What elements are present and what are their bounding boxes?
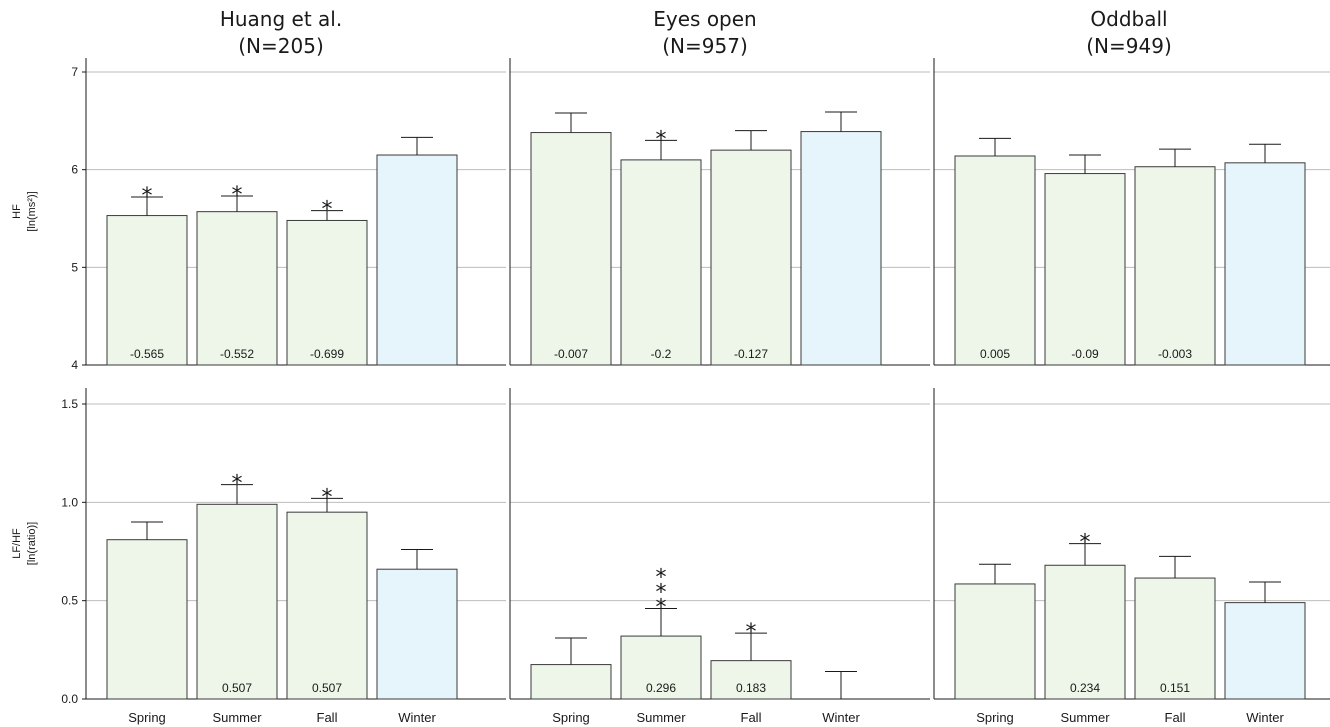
significance-star: * xyxy=(746,620,757,645)
bar-value-label: -0.2 xyxy=(651,347,672,361)
x-category-label: Winter xyxy=(398,710,436,725)
bar-value-label: -0.007 xyxy=(554,347,588,361)
bar-value-label: 0.507 xyxy=(312,681,342,695)
significance-star: * xyxy=(656,596,667,621)
y-tick-label: 7 xyxy=(71,65,78,79)
significance-star: * xyxy=(232,183,243,208)
bar-value-label: 0.507 xyxy=(222,681,252,695)
y-axis-label: HF xyxy=(11,204,23,219)
y-axis-label: LF/HF xyxy=(11,528,23,559)
x-category-label: Summer xyxy=(212,710,262,725)
x-category-label: Fall xyxy=(1165,710,1186,725)
x-category-label: Fall xyxy=(317,710,338,725)
bar-spring xyxy=(106,215,188,366)
x-category-label: Fall xyxy=(741,710,762,725)
bar-summer xyxy=(1044,173,1126,366)
bar-fall xyxy=(710,660,792,700)
chart-panel-2: Eyes open (N=957) -0.007 -0.2 * -0.127 xyxy=(509,7,930,366)
bar-fall xyxy=(1134,166,1216,366)
panel-subtitle: (N=957) xyxy=(662,34,748,58)
significance-star: * xyxy=(322,485,333,510)
bar-value-label: -0.565 xyxy=(130,347,164,361)
bar-fall xyxy=(286,219,368,366)
x-category-label: Summer xyxy=(636,710,686,725)
significance-star: * xyxy=(656,566,667,591)
bar-spring xyxy=(530,132,612,366)
x-category-label: Summer xyxy=(1060,710,1110,725)
bar-value-label: -0.09 xyxy=(1071,347,1099,361)
significance-star: * xyxy=(142,184,153,209)
bar-spring xyxy=(106,539,188,700)
bar-value-label: -0.127 xyxy=(734,347,768,361)
bar-summer xyxy=(196,503,278,700)
significance-star: * xyxy=(656,581,667,606)
bar-value-label: 0.005 xyxy=(980,347,1010,361)
bar-summer xyxy=(620,159,702,366)
bar-summer xyxy=(620,635,702,700)
y-tick-label: 4 xyxy=(71,358,78,372)
x-category-label: Spring xyxy=(128,710,166,725)
bar-winter xyxy=(376,568,458,700)
y-tick-label: 1.5 xyxy=(61,397,78,411)
bar-spring xyxy=(954,583,1036,700)
panel-title: Huang et al. xyxy=(220,7,342,31)
bar-winter xyxy=(800,131,882,366)
panel-title: Eyes open xyxy=(653,7,756,31)
y-tick-label: 6 xyxy=(71,163,78,177)
bar-spring xyxy=(954,155,1036,366)
chart-panel-6: Spring 0.234 * Summer 0.151 Fall Winter xyxy=(933,388,1330,725)
bar-summer xyxy=(1044,564,1126,700)
y-tick-label: 5 xyxy=(71,260,78,274)
chart-panel-1: 4 5 6 7 HF [ln(ms²)] Huang et al. (N=205) -0.565… xyxy=(11,7,506,372)
panel-subtitle: (N=949) xyxy=(1086,34,1172,58)
bar-spring xyxy=(530,664,612,700)
bar-value-label: -0.699 xyxy=(310,347,344,361)
bar-winter xyxy=(1224,602,1306,700)
significance-star: * xyxy=(322,198,333,223)
panel-subtitle: (N=205) xyxy=(238,34,324,58)
y-tick-label: 1.0 xyxy=(61,495,78,509)
x-category-label: Winter xyxy=(822,710,860,725)
y-tick-label: 0.0 xyxy=(61,692,78,706)
bar-fall xyxy=(286,511,368,700)
bar-fall xyxy=(710,149,792,366)
significance-star: * xyxy=(656,127,667,152)
bar-summer xyxy=(196,211,278,366)
bar-fall xyxy=(1134,577,1216,700)
y-axis-unit: [ln(ratio)] xyxy=(26,522,38,565)
bar-winter xyxy=(1224,162,1306,366)
significance-star: * xyxy=(232,472,243,497)
bar-value-label: 0.183 xyxy=(736,681,766,695)
x-category-label: Spring xyxy=(976,710,1014,725)
x-category-label: Spring xyxy=(552,710,590,725)
bar-value-label: 0.151 xyxy=(1160,681,1190,695)
panel-title: Oddball xyxy=(1090,7,1167,31)
y-axis-unit: [ln(ms²)] xyxy=(26,191,38,231)
bar-value-label: 0.234 xyxy=(1070,681,1100,695)
y-tick-label: 0.5 xyxy=(61,594,78,608)
bar-value-label: -0.003 xyxy=(1158,347,1192,361)
chart-panel-3: Oddball (N=949) 0.005 -0.09 -0.003 xyxy=(933,7,1330,366)
bar-value-label: -0.552 xyxy=(220,347,254,361)
bar-winter xyxy=(376,154,458,366)
chart-panel-4: 0.0 0.5 1.0 1.5 LF/HF [ln(ratio)] Spring 0.507 *… xyxy=(11,388,506,725)
bar-value-label: 0.296 xyxy=(646,681,676,695)
x-category-label: Winter xyxy=(1246,710,1284,725)
significance-star: * xyxy=(1080,531,1091,556)
